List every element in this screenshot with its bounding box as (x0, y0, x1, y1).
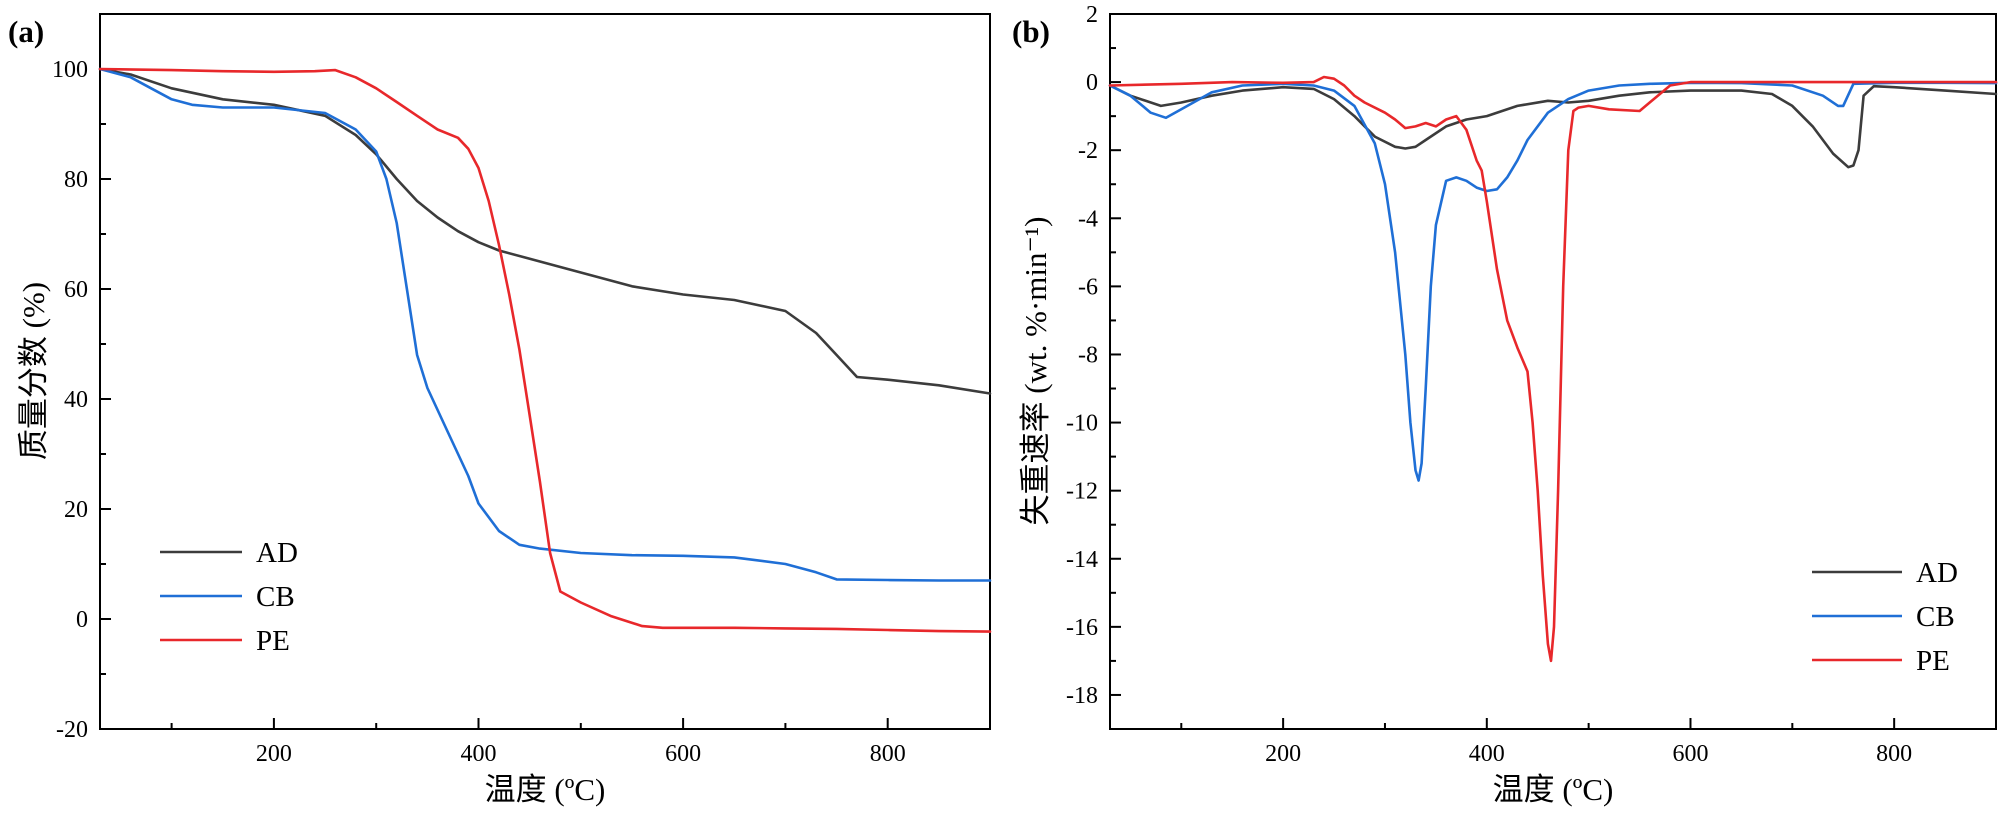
legend-label-ad: AD (1916, 557, 1958, 589)
y-tick-label: 40 (64, 387, 88, 413)
series-line-pe (1108, 75, 1998, 663)
y-tick-label: 100 (52, 57, 88, 83)
lines-a (98, 67, 992, 633)
legend-label-cb: CB (1916, 601, 1955, 633)
x-tick-label: 600 (665, 741, 701, 767)
x-tick-label: 600 (1672, 741, 1708, 767)
y-tick-label: 2 (1086, 2, 1098, 28)
x-tick-label: 200 (256, 741, 292, 767)
y-axis-title-a: 质量分数 (%) (16, 282, 51, 460)
legend-b: AD CB PE (1812, 557, 1958, 677)
x-tick-label: 400 (461, 741, 497, 767)
series-line-cb (98, 67, 992, 582)
ticks-b: 200 400 600 800 -18 -16 -14 -12 -10 -8 -6 -4 -2 0 2 (1066, 2, 1912, 767)
x-tick-label: 400 (1469, 741, 1505, 767)
series-line-cb (1108, 81, 1998, 482)
panel-label-b: (b) (1012, 14, 1050, 49)
y-tick-label: -16 (1066, 615, 1098, 641)
y-tick-label: 0 (1086, 70, 1098, 96)
panel-b: (b) 200 400 600 800 -18 -16 -14 -12 -10 -8 -6 -4 -2 0… (1012, 2, 1998, 807)
y-tick-label: -10 (1066, 411, 1098, 437)
legend-label-pe: PE (256, 625, 290, 657)
y-tick-label: 0 (76, 607, 88, 633)
plot-frame-b (1109, 13, 1997, 730)
legend-label-cb: CB (256, 581, 295, 613)
x-tick-label: 800 (870, 741, 906, 767)
x-axis-title-b: 温度 (ºC) (1493, 772, 1614, 807)
y-tick-label: 20 (64, 497, 88, 523)
y-tick-label: -8 (1078, 342, 1098, 368)
panel-label-a: (a) (8, 14, 44, 49)
lines-b (1108, 75, 1998, 663)
y-tick-label: -12 (1066, 479, 1098, 505)
series-line-pe (98, 67, 992, 633)
y-axis-title-b: 失重速率 (wt. %·min⁻¹) (1018, 217, 1053, 526)
y-tick-label: 80 (64, 167, 88, 193)
legend-label-ad: AD (256, 537, 298, 569)
series-line-ad (1108, 84, 1998, 169)
x-tick-label: 200 (1265, 741, 1301, 767)
ticks-a: 200 400 600 800 -20 0 20 40 60 80 100 (52, 57, 906, 767)
y-tick-label: -14 (1066, 547, 1098, 573)
y-tick-label: -6 (1078, 274, 1098, 300)
legend-a: AD CB PE (160, 537, 298, 657)
legend-label-pe: PE (1916, 645, 1950, 677)
y-tick-label: -20 (56, 717, 88, 743)
plot-frame-a (99, 13, 991, 730)
y-tick-label: -18 (1066, 683, 1098, 709)
series-line-ad (98, 67, 992, 395)
x-tick-label: 800 (1876, 741, 1912, 767)
x-axis-title-a: 温度 (ºC) (485, 772, 606, 807)
y-tick-label: 60 (64, 277, 88, 303)
y-tick-label: -2 (1078, 138, 1098, 164)
y-tick-label: -4 (1078, 206, 1098, 232)
